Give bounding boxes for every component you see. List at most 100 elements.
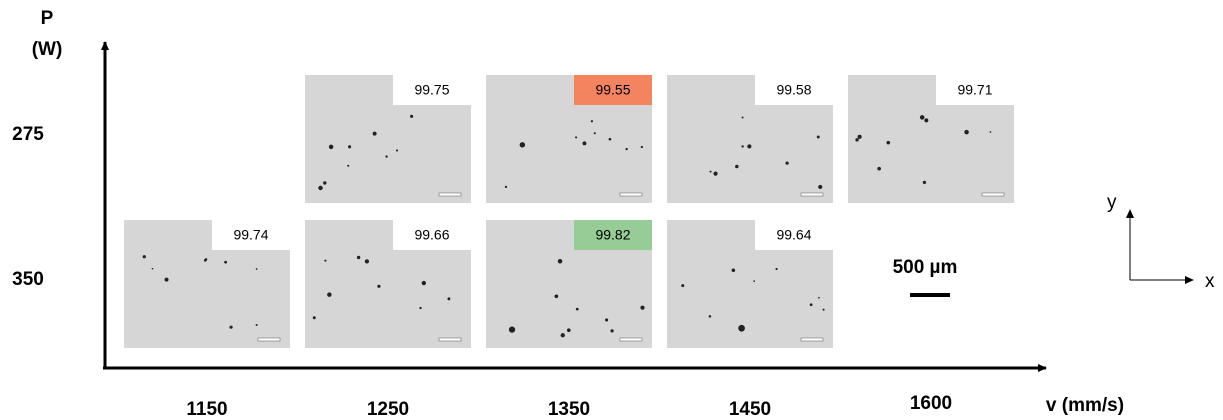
pore	[347, 164, 350, 167]
density-value: 99.66	[414, 227, 449, 243]
column-label: 1150	[186, 399, 227, 420]
pore	[372, 131, 377, 136]
pore	[877, 166, 882, 171]
micro-scale-bar	[438, 192, 462, 197]
pore	[886, 140, 891, 145]
micro-scale-bar	[800, 192, 824, 197]
pore	[822, 308, 825, 311]
pore	[385, 155, 388, 158]
y-axis-unit: (W)	[32, 39, 63, 60]
pore	[857, 134, 862, 139]
pore	[741, 145, 744, 148]
pore	[741, 116, 744, 119]
pore	[818, 296, 820, 299]
column-label: 1350	[548, 399, 590, 420]
pore	[560, 333, 565, 338]
pore	[224, 260, 228, 264]
micro-scale-bar	[257, 337, 281, 342]
label-box	[212, 220, 290, 250]
pore	[738, 324, 745, 332]
micro-scale-bar	[619, 192, 643, 197]
pore	[348, 145, 352, 149]
pore	[519, 142, 526, 148]
pore	[377, 284, 381, 288]
density-value: 99.55	[595, 82, 630, 98]
label-box	[755, 220, 833, 250]
pore	[312, 316, 316, 320]
density-value: 99.74	[233, 227, 268, 243]
label-box	[574, 75, 652, 105]
column-label: 1600	[910, 393, 952, 414]
pore	[605, 318, 609, 322]
pore	[610, 329, 614, 333]
pore	[855, 138, 859, 142]
pore	[356, 255, 361, 260]
pore	[419, 306, 422, 310]
pore	[590, 120, 594, 123]
orient-y-label: y	[1107, 192, 1117, 213]
density-value: 99.71	[957, 82, 992, 98]
column-label: 1450	[729, 399, 771, 420]
pore	[410, 114, 414, 118]
label-box	[574, 220, 652, 250]
pore	[318, 185, 323, 191]
pore	[924, 118, 929, 123]
label-box	[755, 75, 833, 105]
pore	[681, 284, 685, 288]
pore	[753, 280, 755, 282]
pore	[747, 144, 752, 149]
pore	[775, 267, 778, 271]
scale-bar-label: 500 µm	[893, 257, 958, 278]
micro-scale-bar	[981, 192, 1005, 197]
pore	[323, 181, 327, 185]
pore	[713, 171, 718, 176]
pore	[922, 180, 927, 185]
pore	[142, 255, 146, 259]
label-box	[936, 75, 1014, 105]
pore	[575, 136, 578, 139]
pore	[640, 305, 645, 310]
pore	[735, 164, 739, 169]
pore	[324, 259, 327, 262]
pore	[608, 137, 612, 141]
density-value: 99.58	[776, 82, 811, 98]
x-axis-label: v (mm/s)	[1046, 395, 1124, 416]
pore	[582, 141, 587, 146]
pore	[504, 185, 508, 189]
pore	[809, 303, 813, 307]
pore	[255, 323, 258, 327]
pore	[919, 115, 925, 120]
density-value: 99.64	[776, 227, 811, 243]
micrograph-grid: 99.75 99.55 99.58 99.71 99.74 99.66 99.82 99.64	[124, 75, 1014, 348]
pore	[328, 144, 334, 150]
pore	[964, 129, 969, 135]
pore	[818, 184, 823, 190]
pore	[625, 147, 628, 151]
pore	[203, 258, 207, 262]
pore	[229, 325, 233, 329]
pore	[708, 315, 712, 318]
pore	[151, 267, 154, 270]
pore	[557, 259, 563, 264]
pore	[989, 131, 992, 133]
micro-scale-bar	[619, 337, 643, 342]
pore	[421, 280, 427, 286]
row-label: 350	[12, 269, 44, 290]
pore	[554, 294, 559, 299]
micro-scale-bar	[800, 337, 824, 342]
pore	[816, 135, 820, 139]
pore	[731, 268, 736, 273]
pore	[164, 277, 169, 282]
micro-scale-bar	[438, 337, 462, 342]
pore	[567, 328, 571, 333]
density-value: 99.82	[595, 227, 630, 243]
pore	[447, 297, 451, 301]
column-label: 1250	[367, 399, 409, 420]
orient-x-label: x	[1205, 271, 1215, 292]
pore	[395, 149, 399, 152]
pore	[364, 259, 370, 264]
pore	[255, 268, 258, 270]
pore	[709, 170, 712, 173]
pore	[593, 132, 596, 135]
